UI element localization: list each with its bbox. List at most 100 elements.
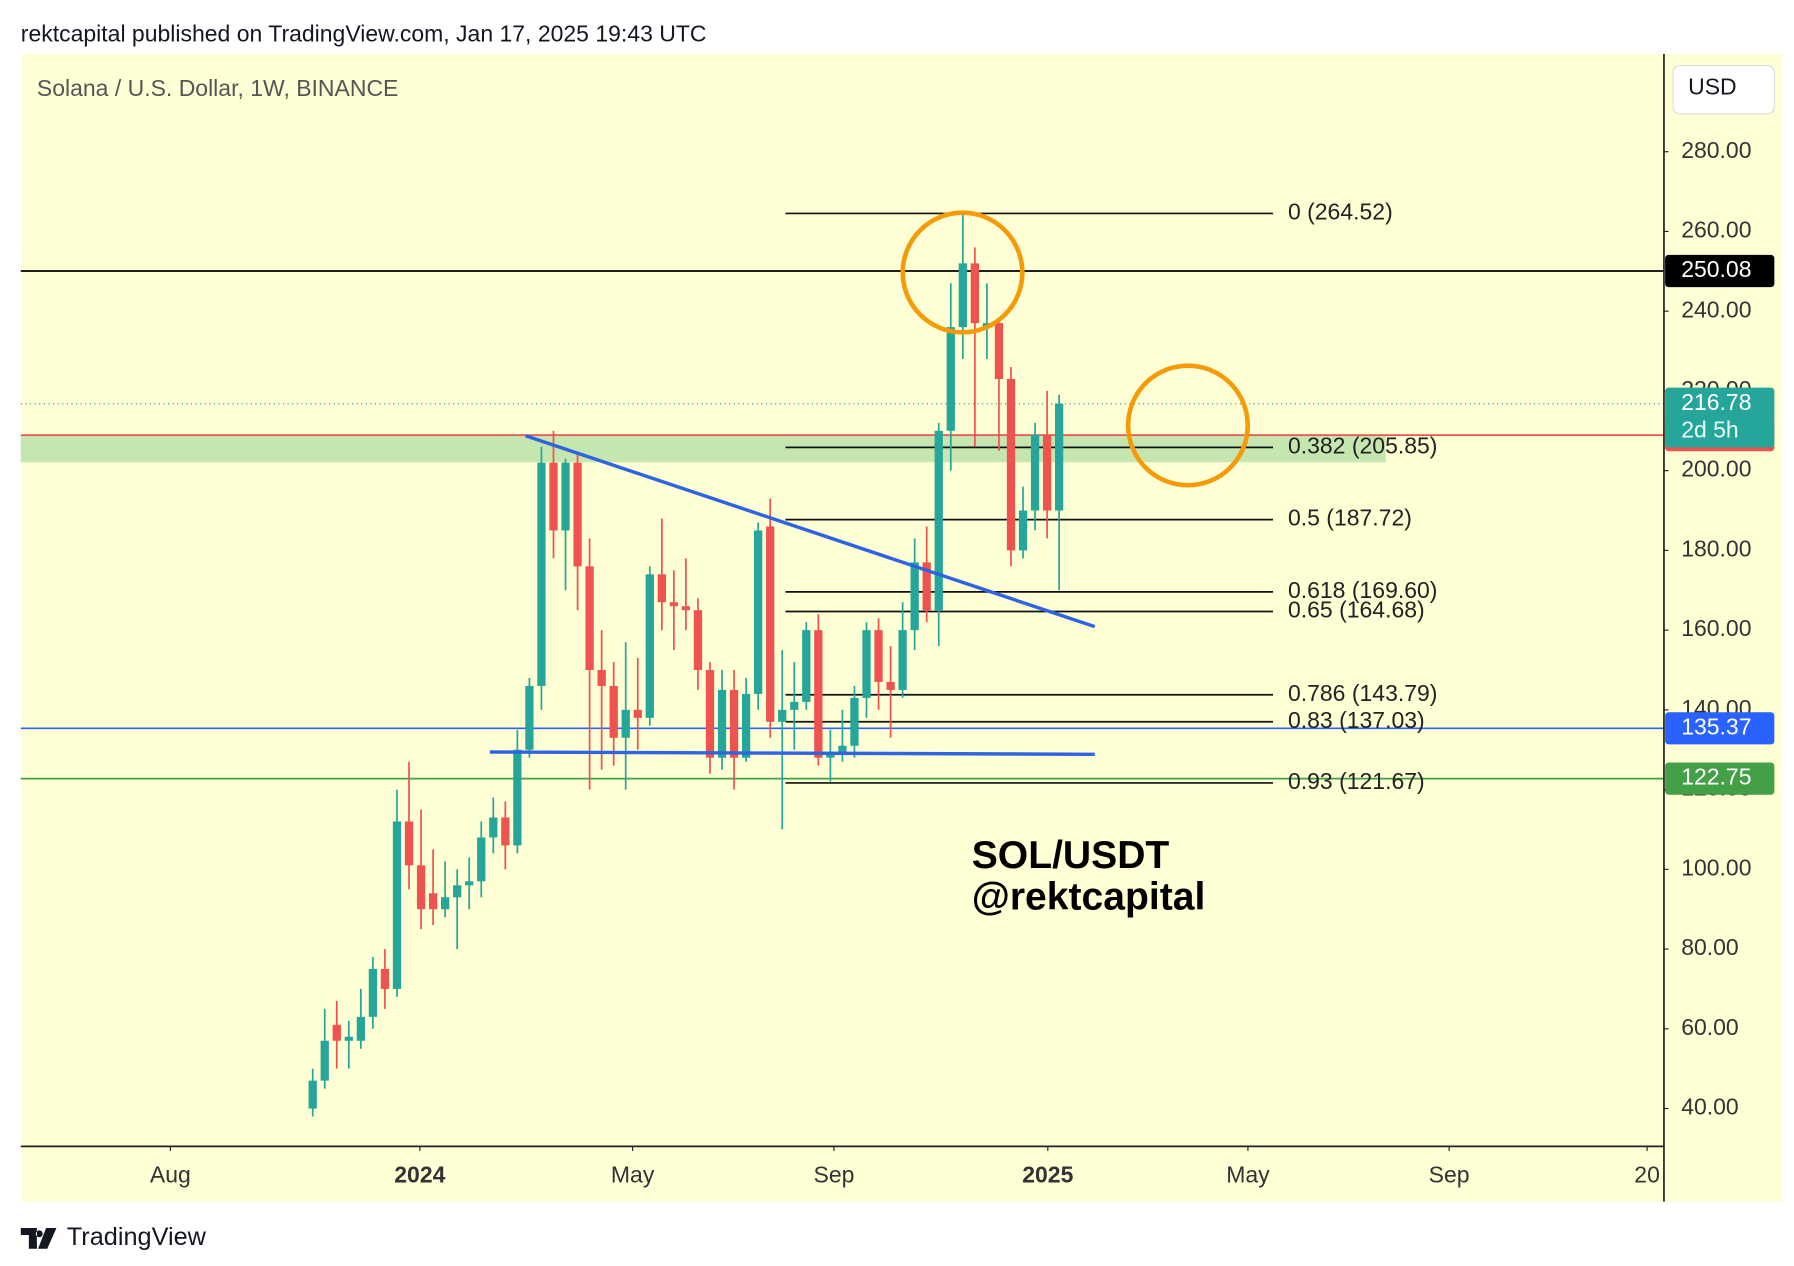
trendline	[489, 750, 1095, 757]
last-price-badge	[1665, 387, 1775, 448]
marks	[20, 212, 1664, 1117]
x-tick-label: 2024	[394, 1161, 445, 1187]
trendline	[525, 434, 1096, 629]
candle-body	[1030, 434, 1040, 511]
x-tick-label: Aug	[150, 1161, 191, 1187]
candle-body	[308, 1080, 317, 1109]
price-badge	[1665, 254, 1775, 288]
tradingview-logo: TradingView	[20, 1223, 207, 1251]
candle-body	[886, 681, 895, 690]
candle-body	[814, 630, 823, 758]
y-tick-label: 60.00	[1681, 1014, 1739, 1040]
candle-body	[428, 893, 438, 910]
candle-body	[332, 1024, 341, 1041]
candle-body	[645, 574, 654, 718]
fib-label: 0.83 (137.03)	[1288, 707, 1425, 733]
candle-body	[609, 685, 618, 738]
candle-body	[1006, 378, 1016, 551]
candle-body	[537, 462, 546, 686]
candle-body	[585, 566, 594, 670]
candle-body	[344, 1036, 353, 1041]
candle-body	[838, 745, 847, 754]
candle-body	[681, 606, 691, 611]
candle-body	[368, 969, 378, 1017]
price-badge	[1665, 762, 1775, 795]
candle-body	[717, 689, 727, 758]
price-badge-label: 250.08	[1681, 256, 1751, 282]
fib-label: 0.618 (169.60)	[1288, 577, 1438, 603]
header: rektcapital published on TradingView.com…	[21, 21, 707, 47]
candle-body	[898, 630, 907, 690]
candle-body	[561, 462, 570, 531]
candle-body	[621, 709, 630, 738]
candle-body	[416, 865, 426, 910]
candle-body	[489, 817, 498, 838]
candle-body	[958, 263, 967, 328]
y-tick-label: 160.00	[1681, 615, 1751, 641]
candle-body	[778, 709, 787, 722]
x-tick-label: May	[1226, 1161, 1270, 1187]
y-tick-label: 200.00	[1681, 456, 1751, 482]
candle-body	[862, 630, 871, 698]
fib-label: 0.382 (205.85)	[1288, 432, 1438, 458]
chart-background	[20, 54, 1783, 1202]
footer: TradingView	[67, 1223, 207, 1251]
candle-body	[693, 610, 703, 670]
currency-button[interactable]	[1672, 64, 1775, 115]
candle-body	[356, 1016, 366, 1041]
candle-body	[549, 462, 558, 531]
candle-body	[513, 749, 522, 846]
candle-body	[501, 817, 510, 846]
annotation: SOL/USDT	[972, 834, 1170, 877]
candle-body	[705, 669, 715, 758]
candle-body	[669, 602, 679, 607]
price-badge	[1665, 712, 1775, 745]
y-tick-label: 180.00	[1681, 535, 1751, 561]
x-tick-label: Sep	[813, 1161, 854, 1187]
candle-body	[657, 574, 666, 603]
fib-label: 0.786 (143.79)	[1288, 680, 1438, 706]
fib-label: 0.65 (164.68)	[1288, 597, 1425, 623]
candle-body	[741, 693, 751, 758]
candle-body	[1042, 434, 1052, 511]
candle-body	[440, 897, 450, 910]
candle-body	[1018, 510, 1028, 551]
support-zone	[20, 434, 1386, 463]
candle-body	[392, 821, 402, 989]
countdown: 2d 5h	[1681, 416, 1739, 442]
chart-title: Solana / U.S. Dollar, 1W, BINANCE	[37, 75, 399, 101]
candle-body	[525, 685, 534, 750]
candle-body	[946, 327, 955, 431]
candle-body	[850, 697, 859, 746]
candle-body	[910, 562, 919, 631]
y-tick-label: 260.00	[1681, 217, 1751, 243]
candle-body	[320, 1040, 329, 1081]
candle-body	[453, 885, 462, 898]
fib-label: 0 (264.52)	[1288, 199, 1393, 225]
candle-body	[922, 562, 931, 611]
candle-body	[802, 630, 811, 702]
candle-body	[970, 263, 979, 324]
candle-body	[1054, 403, 1064, 511]
x-tick-label: 2025	[1022, 1161, 1073, 1187]
candle-body	[766, 526, 775, 722]
y-tick-label: 280.00	[1681, 137, 1751, 163]
candle-body	[934, 430, 943, 611]
candle-body	[633, 709, 642, 718]
fib-label: 0.93 (121.67)	[1288, 768, 1425, 794]
y-tick-label: 240.00	[1681, 296, 1751, 322]
currency[interactable]: USD	[1688, 74, 1737, 100]
candle-body	[380, 969, 390, 989]
candle-body	[404, 821, 414, 866]
candle-body	[477, 837, 486, 882]
y-tick-label: 40.00	[1681, 1094, 1739, 1120]
candle-body	[874, 630, 883, 682]
y-tick-label: 80.00	[1681, 934, 1739, 960]
candle-body	[597, 669, 606, 686]
annotation: @rektcapital	[972, 876, 1206, 919]
candle-body	[573, 462, 582, 567]
last-price-label: 216.78	[1681, 389, 1751, 415]
logo-icon	[20, 1228, 57, 1249]
y-tick-label: 100.00	[1681, 854, 1751, 880]
candle-body	[790, 701, 799, 710]
